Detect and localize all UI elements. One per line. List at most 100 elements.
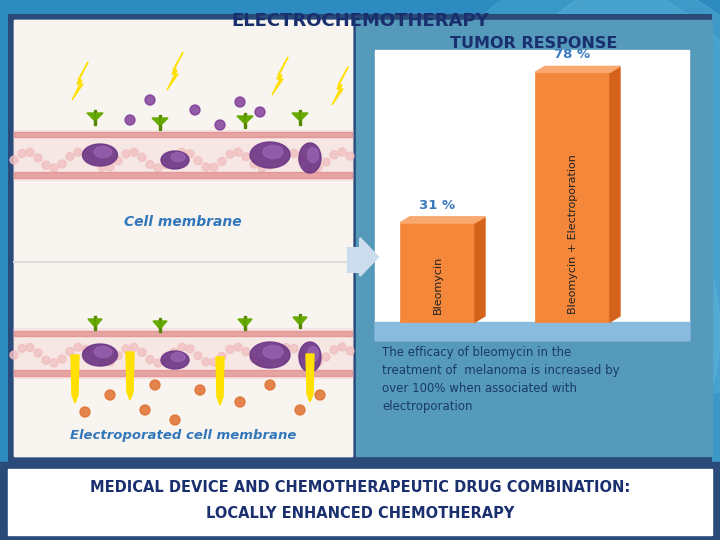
Circle shape: [306, 357, 314, 366]
Circle shape: [314, 359, 322, 367]
Polygon shape: [246, 319, 252, 326]
Ellipse shape: [505, 0, 720, 396]
Circle shape: [314, 164, 322, 172]
Circle shape: [66, 153, 74, 160]
Circle shape: [82, 150, 90, 158]
Polygon shape: [87, 113, 94, 120]
Circle shape: [162, 355, 170, 363]
Circle shape: [114, 352, 122, 360]
Circle shape: [114, 157, 122, 165]
Ellipse shape: [161, 151, 189, 169]
Circle shape: [90, 353, 98, 360]
Bar: [299, 314, 301, 328]
Circle shape: [234, 343, 242, 351]
Ellipse shape: [440, 118, 720, 462]
Circle shape: [338, 148, 346, 156]
Polygon shape: [14, 172, 352, 178]
Circle shape: [90, 157, 98, 165]
Bar: [244, 316, 246, 330]
Polygon shape: [348, 238, 378, 276]
Circle shape: [140, 405, 150, 415]
Polygon shape: [293, 317, 299, 324]
Ellipse shape: [161, 351, 189, 369]
Polygon shape: [167, 52, 183, 90]
Circle shape: [346, 152, 354, 160]
Circle shape: [98, 358, 106, 366]
Circle shape: [265, 380, 275, 390]
Text: Cell membrane: Cell membrane: [124, 215, 242, 229]
Ellipse shape: [94, 347, 112, 357]
Polygon shape: [475, 217, 485, 322]
Text: LOCALLY ENHANCED CHEMOTHERAPY: LOCALLY ENHANCED CHEMOTHERAPY: [206, 505, 514, 521]
Circle shape: [322, 353, 330, 361]
Bar: [375, 322, 689, 340]
Circle shape: [50, 359, 58, 367]
Circle shape: [266, 356, 274, 364]
Circle shape: [98, 163, 106, 171]
Circle shape: [34, 349, 42, 357]
Circle shape: [255, 107, 265, 117]
Circle shape: [130, 343, 138, 352]
Circle shape: [202, 358, 210, 366]
Circle shape: [226, 150, 234, 158]
Circle shape: [154, 359, 162, 367]
Polygon shape: [307, 394, 313, 402]
Ellipse shape: [263, 346, 283, 359]
Circle shape: [26, 343, 34, 352]
Circle shape: [210, 358, 218, 366]
Circle shape: [298, 351, 306, 359]
Bar: [244, 113, 246, 128]
Circle shape: [195, 385, 205, 395]
Circle shape: [146, 356, 154, 363]
Bar: [14, 20, 352, 456]
Ellipse shape: [171, 152, 185, 161]
Circle shape: [290, 150, 298, 158]
Circle shape: [282, 343, 290, 352]
Circle shape: [274, 154, 282, 162]
Circle shape: [330, 346, 338, 354]
Polygon shape: [71, 355, 79, 395]
Circle shape: [242, 153, 250, 160]
Circle shape: [215, 120, 225, 130]
Circle shape: [178, 343, 186, 351]
Polygon shape: [246, 116, 253, 123]
Circle shape: [190, 105, 200, 115]
Circle shape: [295, 405, 305, 415]
Polygon shape: [72, 395, 78, 403]
Circle shape: [26, 148, 34, 157]
Polygon shape: [301, 113, 308, 120]
Circle shape: [338, 343, 346, 351]
Polygon shape: [535, 66, 620, 72]
Polygon shape: [238, 319, 244, 326]
Circle shape: [150, 380, 160, 390]
Circle shape: [178, 148, 186, 156]
Circle shape: [258, 164, 266, 172]
Text: 31 %: 31 %: [420, 199, 456, 212]
Text: ELECTROCHEMOTHERAPY: ELECTROCHEMOTHERAPY: [231, 12, 489, 30]
Polygon shape: [237, 116, 244, 123]
Circle shape: [82, 346, 90, 353]
Polygon shape: [152, 118, 159, 125]
Circle shape: [138, 153, 146, 161]
Circle shape: [210, 163, 218, 171]
Text: TUMOR RESPONSE: TUMOR RESPONSE: [450, 36, 618, 51]
Circle shape: [282, 148, 290, 157]
Bar: [356, 20, 712, 456]
Polygon shape: [272, 57, 288, 95]
Circle shape: [258, 359, 266, 367]
Ellipse shape: [307, 147, 318, 163]
Polygon shape: [14, 130, 352, 180]
Circle shape: [346, 347, 354, 355]
Bar: [159, 115, 161, 130]
Bar: [8, 14, 712, 462]
Text: Bleomycin: Bleomycin: [433, 256, 443, 314]
Polygon shape: [301, 317, 307, 324]
Circle shape: [130, 148, 138, 156]
Circle shape: [250, 355, 258, 363]
Circle shape: [122, 150, 130, 158]
Circle shape: [154, 164, 162, 172]
Circle shape: [218, 157, 226, 165]
Polygon shape: [127, 392, 133, 400]
Polygon shape: [332, 67, 348, 105]
Polygon shape: [126, 352, 134, 392]
